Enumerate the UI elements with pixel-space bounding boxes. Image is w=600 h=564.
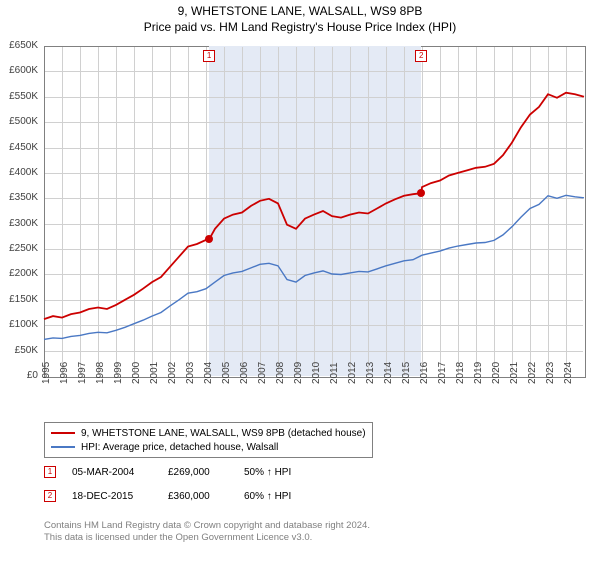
transaction-date: 05-MAR-2004 bbox=[72, 467, 162, 478]
legend-label: HPI: Average price, detached house, Wals… bbox=[81, 442, 278, 453]
transaction-row: 1 05-MAR-2004 £269,000 50% ↑ HPI bbox=[44, 466, 334, 478]
license-line-2: This data is licensed under the Open Gov… bbox=[44, 532, 370, 544]
transaction-marker: 2 bbox=[44, 490, 56, 502]
legend-box: 9, WHETSTONE LANE, WALSALL, WS9 8PB (det… bbox=[44, 422, 373, 458]
license-text: Contains HM Land Registry data © Crown c… bbox=[44, 520, 370, 545]
y-axis-label: £300K bbox=[0, 218, 38, 229]
legend-item: HPI: Average price, detached house, Wals… bbox=[51, 440, 366, 454]
y-axis-label: £650K bbox=[0, 40, 38, 51]
y-axis-label: £50K bbox=[0, 345, 38, 356]
y-axis-label: £0 bbox=[0, 370, 38, 381]
y-axis-label: £550K bbox=[0, 91, 38, 102]
legend-label: 9, WHETSTONE LANE, WALSALL, WS9 8PB (det… bbox=[81, 428, 366, 439]
transaction-marker: 1 bbox=[44, 466, 56, 478]
y-axis-label: £450K bbox=[0, 142, 38, 153]
chart-marker: 1 bbox=[203, 50, 215, 62]
legend-swatch bbox=[51, 446, 75, 448]
series-line bbox=[44, 195, 584, 339]
chart-lines bbox=[44, 46, 584, 376]
y-axis-label: £100K bbox=[0, 319, 38, 330]
transaction-price: £360,000 bbox=[168, 491, 238, 502]
y-axis-label: £200K bbox=[0, 268, 38, 279]
legend-item: 9, WHETSTONE LANE, WALSALL, WS9 8PB (det… bbox=[51, 426, 366, 440]
chart-title: 9, WHETSTONE LANE, WALSALL, WS9 8PB bbox=[0, 4, 600, 18]
y-axis-label: £500K bbox=[0, 116, 38, 127]
transaction-date: 18-DEC-2015 bbox=[72, 491, 162, 502]
transaction-row: 2 18-DEC-2015 £360,000 60% ↑ HPI bbox=[44, 490, 334, 502]
chart-marker: 2 bbox=[415, 50, 427, 62]
series-line bbox=[44, 93, 584, 319]
transaction-pct: 50% ↑ HPI bbox=[244, 467, 334, 478]
y-axis-label: £350K bbox=[0, 192, 38, 203]
transaction-price: £269,000 bbox=[168, 467, 238, 478]
transaction-pct: 60% ↑ HPI bbox=[244, 491, 334, 502]
chart-subtitle: Price paid vs. HM Land Registry's House … bbox=[0, 20, 600, 34]
y-axis-label: £400K bbox=[0, 167, 38, 178]
y-axis-label: £150K bbox=[0, 294, 38, 305]
legend-swatch bbox=[51, 432, 75, 434]
y-axis-label: £250K bbox=[0, 243, 38, 254]
license-line-1: Contains HM Land Registry data © Crown c… bbox=[44, 520, 370, 532]
y-axis-label: £600K bbox=[0, 65, 38, 76]
